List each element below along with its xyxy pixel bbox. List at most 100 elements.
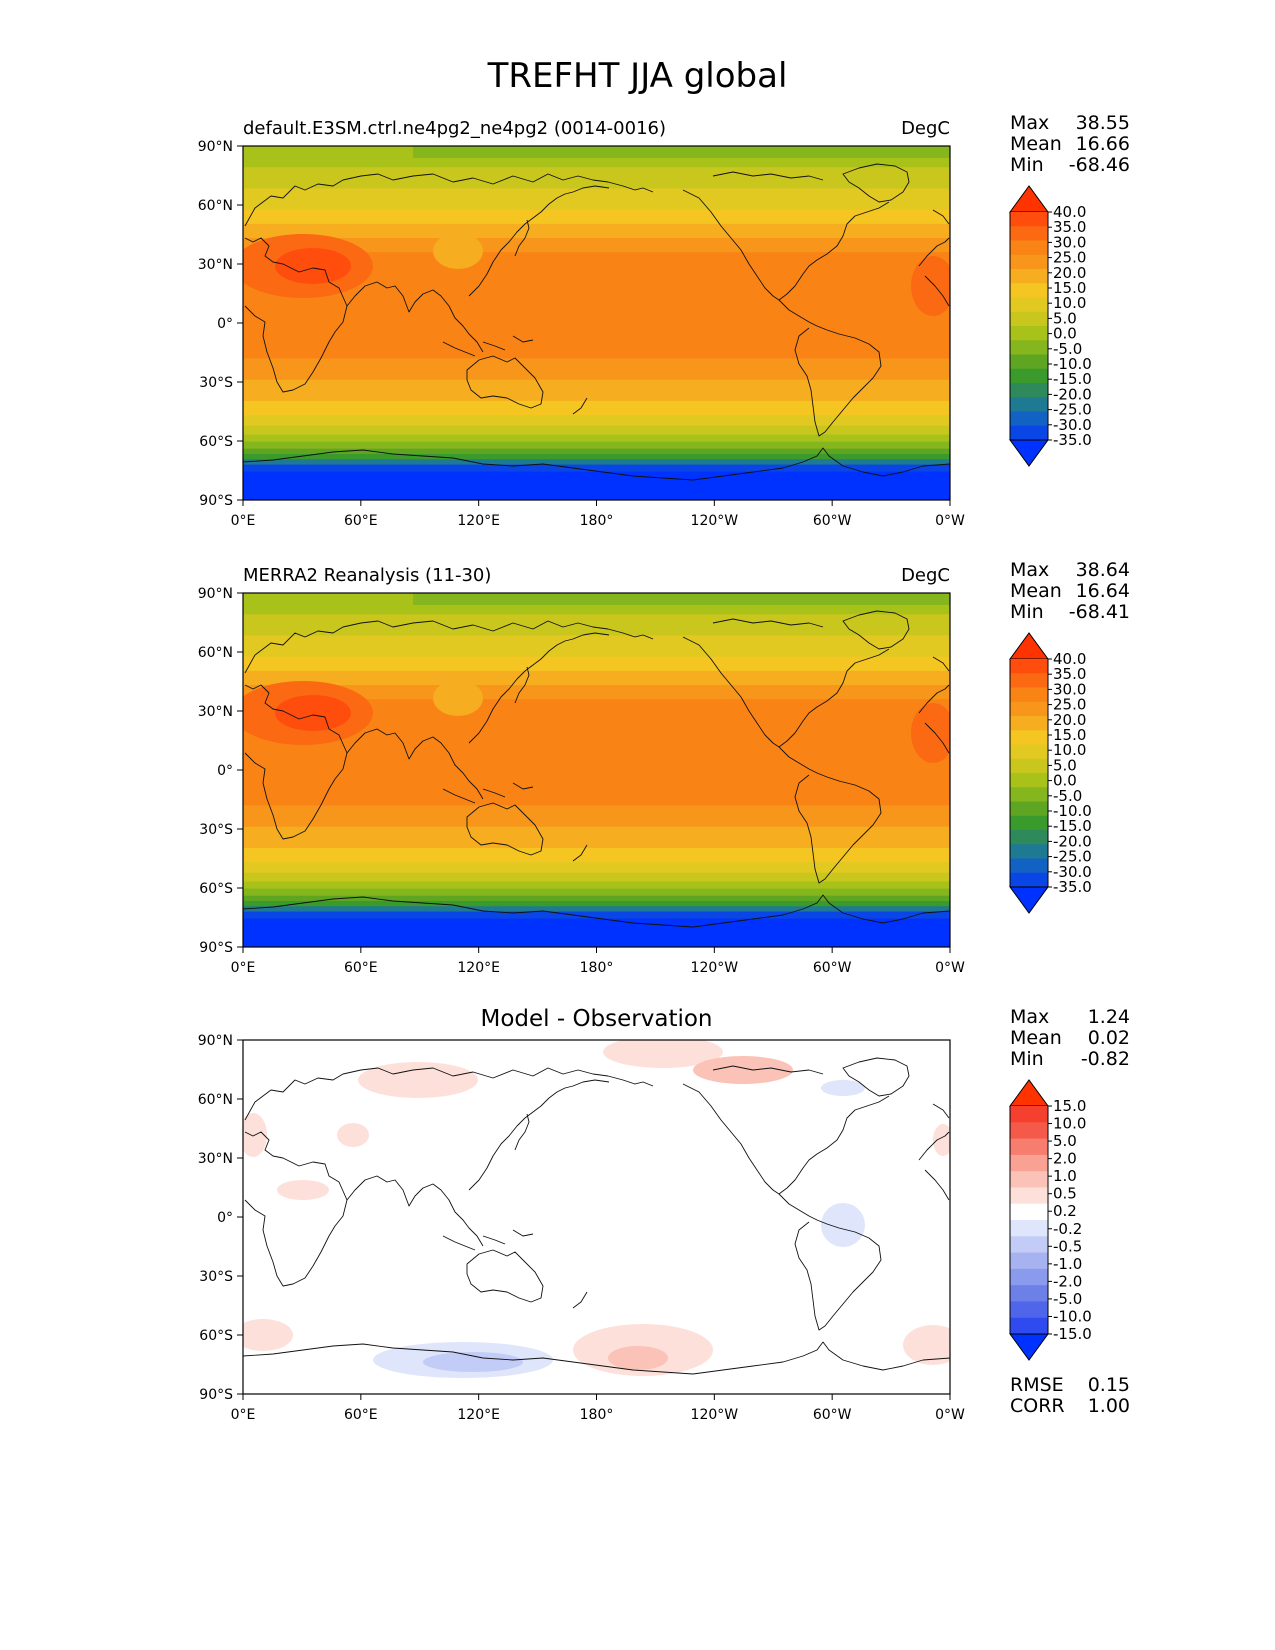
difference-region (903, 1325, 950, 1365)
colorbar-segment (1010, 1301, 1048, 1319)
colorbar-tick-label: 30.0 (1053, 233, 1086, 251)
colorbar-tick-label: 35.0 (1053, 218, 1086, 236)
panel-2-min-label: Min (1010, 601, 1044, 623)
colorbar-tick-label: 30.0 (1053, 680, 1086, 698)
lat-tick-label: 60°N (198, 1092, 233, 1108)
colorbar-extend-max (1009, 1079, 1049, 1107)
colorbar-segment (1010, 269, 1048, 284)
panel-2-mean-label: Mean (1010, 580, 1062, 602)
colorbar-segment (1010, 1122, 1048, 1140)
colorbar-tick-label: -35.0 (1053, 431, 1092, 449)
lat-tick-label: 90°N (198, 139, 233, 155)
temperature-band (243, 459, 950, 466)
panel-3-mean-value: 0.02 (1087, 1027, 1130, 1049)
difference-region (821, 1203, 865, 1247)
colorbar-segment (1010, 411, 1048, 427)
difference-region (693, 1056, 793, 1084)
temperature-band (243, 358, 950, 381)
colorbar-segment (1010, 787, 1048, 803)
colorbar-tick-label: -5.0 (1053, 340, 1082, 358)
colorbar-segment (1010, 1220, 1048, 1237)
lat-tick-label: 60°N (198, 198, 233, 214)
lon-tick-label: 0°W (935, 513, 965, 529)
panel-3-rmse-value: 0.15 (1087, 1374, 1130, 1396)
colorbar-tick-label: 1.0 (1053, 1167, 1077, 1185)
colorbar-segment (1010, 368, 1048, 384)
difference-region (933, 1124, 950, 1156)
colorbar-outline (1009, 212, 1049, 440)
lat-tick-label: 30°N (198, 1151, 233, 1167)
panel-2-colorbar: 40.035.030.025.020.015.010.05.00.0-5.0-1… (1009, 632, 1092, 914)
panel-2-temperature-field (243, 593, 950, 947)
temperature-band (243, 888, 950, 897)
colorbar-segment (1010, 425, 1048, 441)
panel-3-corr-value: 1.00 (1087, 1395, 1130, 1417)
colorbar-tick-label: -15.0 (1053, 817, 1092, 835)
lat-tick-label: 60°S (199, 881, 233, 897)
lat-tick-label: 60°N (198, 645, 233, 661)
colorbar-segment (1010, 716, 1048, 731)
colorbar-segment (1010, 673, 1048, 689)
colorbar-extend-min (1009, 439, 1049, 467)
cool-region (433, 233, 483, 269)
panel-2-mean-value: 16.64 (1075, 580, 1130, 602)
temperature-band (243, 656, 950, 672)
colorbar-tick-label: 0.2 (1053, 1202, 1077, 1220)
temperature-band (243, 918, 950, 947)
colorbar-tick-label: -20.0 (1053, 832, 1092, 850)
temperature-band (243, 415, 950, 427)
colorbar-segment (1010, 1236, 1048, 1254)
lon-tick-label: 60°E (344, 1407, 378, 1423)
panel-3-mean-label: Mean (1010, 1027, 1062, 1049)
colorbar-segment (1010, 858, 1048, 874)
colorbar-tick-label: -5.0 (1053, 787, 1082, 805)
arctic-region (413, 593, 950, 605)
panel-1-title: default.E3SM.ctrl.ne4pg2_ne4pg2 (0014-00… (243, 118, 666, 139)
panel-2-units: DegC (901, 565, 950, 586)
arctic-region (413, 146, 950, 158)
lon-tick-label: 0°W (935, 1407, 965, 1423)
temperature-band (243, 895, 950, 902)
temperature-band (243, 448, 950, 455)
lat-tick-label: 30°S (199, 822, 233, 838)
colorbar-segment (1010, 844, 1048, 860)
difference-region (608, 1346, 668, 1370)
colorbar-tick-label: 0.0 (1053, 772, 1077, 790)
temperature-band (243, 471, 950, 500)
panel-3-rmse-label: RMSE (1010, 1374, 1064, 1396)
colorbar-tick-label: -25.0 (1053, 401, 1092, 419)
temperature-band (243, 453, 950, 461)
colorbar-tick-label: 10.0 (1053, 1115, 1086, 1133)
colorbar-tick-label: 20.0 (1053, 264, 1086, 282)
difference-region (821, 1080, 865, 1096)
colorbar-tick-label: -35.0 (1053, 878, 1092, 896)
colorbar-tick-label: 5.0 (1053, 756, 1077, 774)
temperature-band (243, 670, 950, 687)
colorbar-segment (1010, 226, 1048, 242)
temperature-band (243, 379, 950, 402)
colorbar-segment (1010, 1106, 1048, 1123)
colorbar-segment (1010, 815, 1048, 831)
panel-2-axes: 90°N 60°N 30°N 0° 30°S 60°S 90°S 0°E 60°E 120°E 18… (198, 586, 965, 976)
colorbar-tick-label: -5.0 (1053, 1290, 1082, 1308)
lat-tick-label: 0° (217, 316, 233, 332)
colorbar-segment (1010, 1285, 1048, 1303)
colorbar-tick-label: 35.0 (1053, 665, 1086, 683)
colorbar-extend-max (1009, 185, 1049, 213)
temperature-band (243, 872, 950, 883)
panel-1-mean-label: Mean (1010, 133, 1062, 155)
lat-tick-label: 30°S (199, 1269, 233, 1285)
lon-tick-label: 0°E (231, 960, 256, 976)
lon-tick-label: 60°W (813, 1407, 852, 1423)
colorbar-tick-label: 10.0 (1053, 294, 1086, 312)
panel-3-min-value: -0.82 (1080, 1048, 1130, 1070)
colorbar-tick-label: 15.0 (1053, 279, 1086, 297)
temperature-band (243, 188, 950, 211)
lon-tick-label: 120°W (691, 513, 739, 529)
lon-tick-label: 180° (580, 960, 614, 976)
lon-tick-label: 120°E (457, 960, 500, 976)
lon-tick-label: 60°W (813, 960, 852, 976)
panel-3-min-label: Min (1010, 1048, 1044, 1070)
colorbar-tick-label: 5.0 (1053, 1132, 1077, 1150)
